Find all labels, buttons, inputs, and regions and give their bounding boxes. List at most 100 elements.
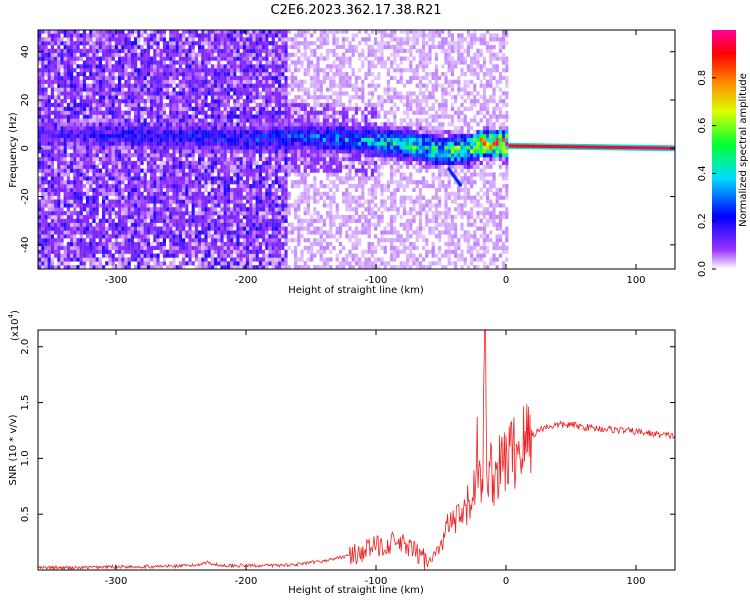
heatmap-cell (255, 257, 259, 262)
heatmap-cell (287, 211, 291, 216)
heatmap-cell (82, 172, 86, 177)
heatmap-cell (319, 91, 323, 96)
heatmap-cell (310, 253, 314, 258)
heatmap-cell (66, 72, 70, 77)
heatmap-cell (175, 37, 179, 42)
heatmap-cell (214, 176, 218, 181)
heatmap-cell (156, 153, 160, 158)
heatmap-cell (255, 87, 259, 92)
heatmap-cell (297, 102, 301, 108)
heatmap-cell (114, 33, 118, 38)
heatmap-cell (249, 207, 253, 212)
heatmap-cell (98, 33, 102, 38)
heatmap-cell (300, 226, 304, 231)
heatmap-cell (130, 184, 134, 189)
heatmap-cell (60, 207, 64, 212)
heatmap-cell (127, 137, 131, 142)
heatmap-cell (111, 72, 115, 77)
heatmap-cell (111, 95, 115, 100)
heatmap-cell (220, 207, 224, 212)
heatmap-cell (252, 129, 256, 135)
heatmap-cell (92, 176, 96, 181)
heatmap-cell (246, 245, 250, 250)
heatmap-cell (60, 184, 64, 189)
heatmap-cell (278, 156, 282, 162)
heatmap-cell (89, 44, 93, 50)
heatmap-cell (54, 102, 58, 108)
heatmap-cell (98, 203, 102, 208)
heatmap-cell (255, 226, 259, 231)
heatmap-cell (105, 187, 109, 193)
heatmap-cell (220, 203, 224, 208)
heatmap-cell (108, 214, 112, 220)
heatmap-cell (313, 187, 317, 193)
heatmap-cell (313, 64, 317, 69)
heatmap-cell (268, 191, 272, 196)
heatmap-cell (166, 207, 170, 212)
heatmap-cell (63, 156, 67, 162)
heatmap-cell (127, 91, 131, 96)
heatmap-cell (172, 87, 176, 92)
heatmap-cell (98, 72, 102, 77)
heatmap-cell (82, 122, 86, 127)
heatmap-cell (44, 30, 48, 34)
heatmap-cell (258, 37, 262, 42)
heatmap-cell (214, 68, 218, 73)
heatmap-cell (233, 164, 237, 169)
heatmap-cell (121, 37, 125, 42)
heatmap-cell (274, 234, 278, 239)
heatmap-cell (220, 195, 224, 200)
heatmap-cell (303, 110, 307, 115)
heatmap-cell (143, 48, 147, 53)
heatmap-cell (201, 238, 205, 243)
heatmap-cell (143, 122, 147, 127)
heatmap-cell (102, 230, 106, 235)
heatmap-cell (146, 122, 150, 127)
heatmap-cell (156, 33, 160, 38)
heatmap-cell (185, 149, 189, 154)
heatmap-cell (300, 33, 304, 38)
heatmap-cell (313, 99, 317, 104)
heatmap-cell (108, 238, 112, 243)
heatmap-cell (207, 199, 211, 204)
heatmap-cell (166, 234, 170, 239)
heatmap-cell (121, 226, 125, 231)
heatmap-cell (319, 137, 323, 142)
heatmap-cell (41, 37, 45, 42)
heatmap-cell (92, 160, 96, 166)
heatmap-cell (322, 203, 326, 208)
heatmap-cell (258, 230, 262, 235)
heatmap-cell (82, 79, 86, 84)
heatmap-cell (70, 99, 74, 104)
heatmap-cell (242, 122, 246, 127)
heatmap-cell (95, 265, 99, 269)
heatmap-cell (118, 156, 122, 162)
heatmap-cell (313, 207, 317, 212)
heatmap-cell (297, 126, 301, 131)
heatmap-cell (297, 168, 301, 173)
heatmap-cell (252, 195, 256, 200)
heatmap-cell (95, 176, 99, 181)
heatmap-cell (121, 72, 125, 77)
heatmap-cell (188, 172, 192, 177)
heatmap-cell (210, 234, 214, 239)
heatmap-cell (281, 176, 285, 181)
heatmap-cell (185, 72, 189, 77)
heatmap-cell (124, 238, 128, 243)
heatmap-cell (175, 133, 179, 138)
heatmap-cell (303, 99, 307, 104)
heatmap-cell (89, 180, 93, 185)
heatmap-cell (114, 199, 118, 204)
heatmap-cell (294, 203, 298, 208)
heatmap-cell (233, 261, 237, 266)
heatmap-cell (159, 114, 163, 119)
heatmap-cell (114, 60, 118, 65)
heatmap-cell (313, 30, 317, 34)
heatmap-cell (226, 191, 230, 196)
heatmap-cell (124, 249, 128, 254)
heatmap-cell (143, 37, 147, 42)
heatmap-cell (98, 218, 102, 223)
heatmap-cell (108, 75, 112, 81)
heatmap-cell (271, 110, 275, 115)
heatmap-cell (255, 195, 259, 200)
